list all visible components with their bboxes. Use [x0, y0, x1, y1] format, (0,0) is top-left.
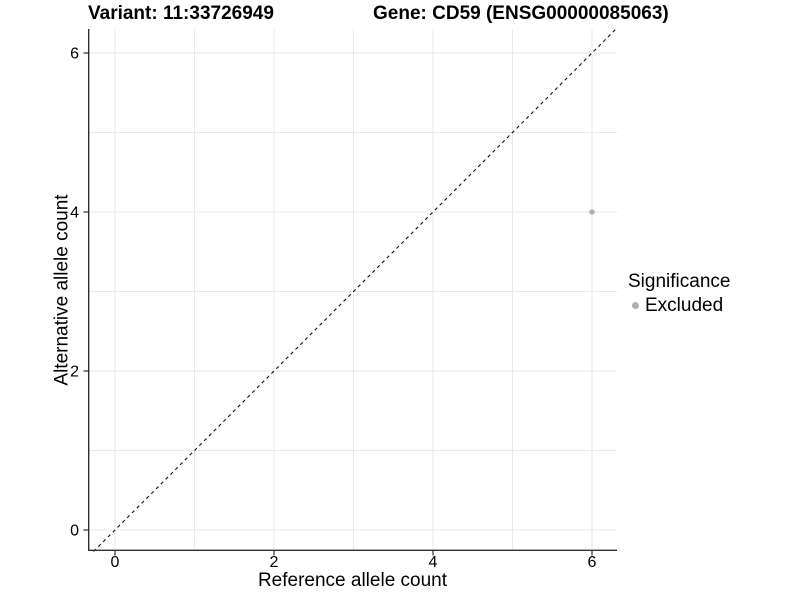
- excluded-point-icon: [632, 302, 639, 310]
- legend-entry-label: Excluded: [645, 294, 724, 316]
- x-axis-label: Reference allele count: [257, 570, 448, 591]
- y-axis-label: Alternative allele count: [51, 194, 73, 386]
- legend-title: Significance: [628, 271, 731, 292]
- x-tick-label: 4: [429, 554, 438, 571]
- y-tick-label: 0: [70, 523, 79, 540]
- y-tick-label: 6: [70, 46, 79, 63]
- chart-canvas: 0 2 4 6 0 2 4 6: [70, 28, 617, 571]
- x-tick-label: 2: [270, 554, 279, 571]
- y-tick-label: 2: [70, 364, 79, 381]
- y-tick-label: 4: [70, 205, 79, 222]
- legend-entry-excluded: Excluded: [628, 295, 730, 317]
- identity-dashed-line: [93, 28, 617, 552]
- variant-title: Variant: 11:33726949: [88, 3, 274, 24]
- gene-title: Gene: CD59 (ENSG00000085063): [373, 3, 669, 24]
- x-tick-label: 6: [588, 554, 597, 571]
- legend: Significance Excluded: [628, 271, 730, 317]
- data-point: [589, 209, 595, 215]
- plot-panel: 0 2 4 6 0 2 4 6: [70, 28, 617, 571]
- x-tick-label: 0: [111, 554, 120, 571]
